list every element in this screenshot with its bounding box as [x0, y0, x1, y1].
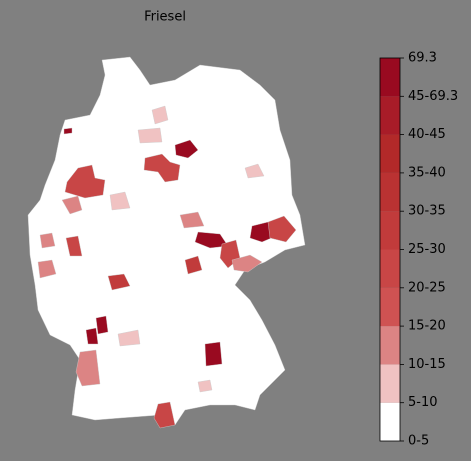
germany-map [27, 56, 306, 429]
colorbar-label: 15-20 [408, 319, 446, 334]
district [267, 215, 297, 243]
district [184, 255, 203, 275]
colorbar-segment [380, 172, 400, 212]
district [204, 341, 223, 367]
colorbar: 0-5 5-10 10-15 15-20 20-25 25-30 30-35 35-40 40-… [379, 51, 458, 449]
district [39, 232, 56, 249]
country-shape [27, 56, 306, 426]
district [95, 315, 109, 335]
district [37, 259, 57, 279]
district [109, 191, 131, 211]
district [107, 273, 131, 291]
district [117, 329, 141, 347]
colorbar-segment [380, 96, 400, 135]
colorbar-segment [380, 249, 400, 288]
district [75, 349, 101, 387]
colorbar-segment [380, 364, 400, 403]
map-title: Friesel [144, 10, 186, 25]
colorbar-label: 25-30 [408, 242, 446, 257]
district [194, 231, 229, 249]
colorbar-segment [380, 287, 400, 327]
colorbar-label: 5-10 [408, 395, 438, 410]
district [197, 379, 213, 393]
district [179, 211, 205, 229]
district [64, 164, 106, 199]
district-patches [37, 105, 297, 429]
colorbar-label: 10-15 [408, 357, 446, 372]
district [63, 127, 73, 135]
colorbar-label: 20-25 [408, 280, 446, 295]
district [143, 153, 181, 183]
colorbar-label: 35-40 [408, 165, 446, 180]
colorbar-segment [380, 326, 400, 365]
district [231, 254, 263, 273]
colorbar-segment [380, 211, 400, 250]
colorbar-segment [380, 402, 400, 441]
district [151, 105, 169, 125]
district [244, 163, 265, 179]
colorbar-label: 45-69.3 [408, 89, 458, 104]
district [174, 139, 199, 159]
district [85, 327, 99, 345]
colorbar-label: 40-45 [408, 127, 446, 142]
district [61, 195, 83, 215]
colorbar-segment [380, 58, 400, 97]
colorbar-label: 0-5 [408, 434, 429, 449]
district [65, 235, 83, 257]
district [153, 401, 176, 429]
district [137, 127, 163, 144]
colorbar-label: 69.3 [408, 51, 437, 66]
colorbar-segment [380, 134, 400, 173]
colorbar-label: 30-35 [408, 204, 446, 219]
